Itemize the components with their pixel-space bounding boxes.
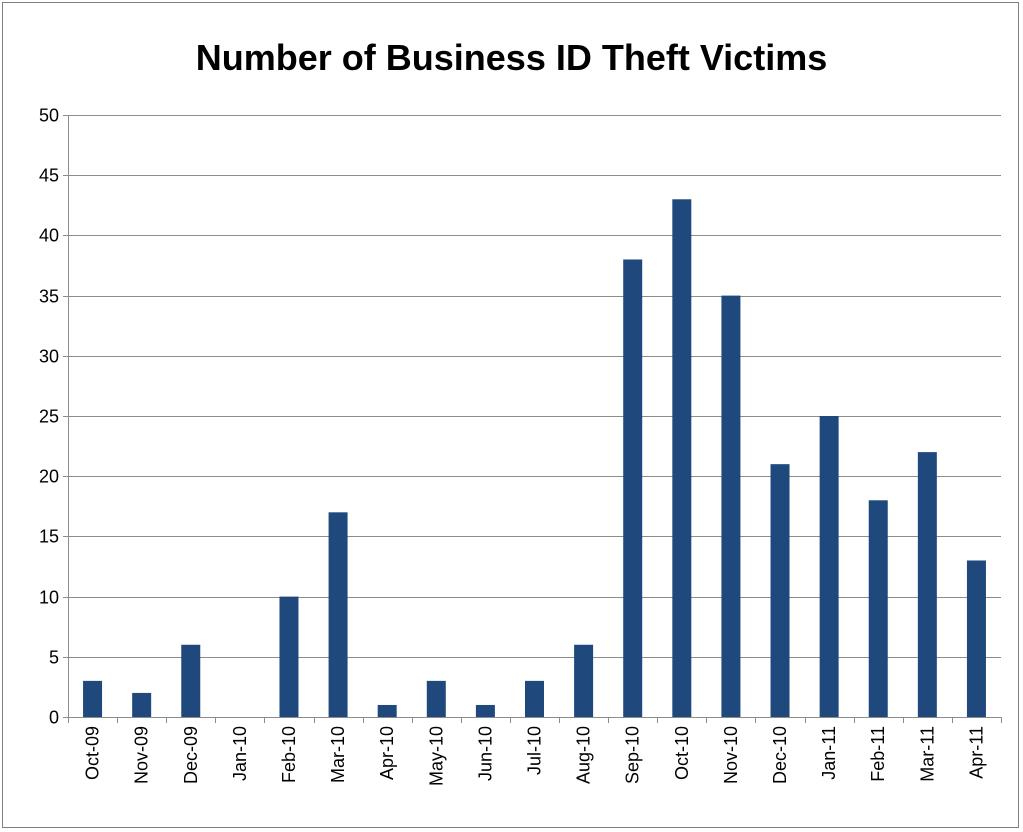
x-tick-label: Dec-09 <box>181 726 201 784</box>
y-tick-label: 35 <box>39 287 59 307</box>
x-tick-label: Oct-09 <box>83 726 103 780</box>
bar-nov-10 <box>721 295 741 717</box>
y-tick-label: 30 <box>39 347 59 367</box>
y-tick-label: 0 <box>49 708 59 728</box>
x-tick-label: Mar-10 <box>328 726 348 783</box>
x-tick-label: Feb-11 <box>868 726 888 782</box>
x-tick-label: Jul-10 <box>525 726 545 775</box>
bar-nov-09 <box>132 692 152 717</box>
x-tick-label: Oct-10 <box>672 726 692 780</box>
bar-oct-10 <box>672 199 692 717</box>
y-tick-label: 25 <box>39 407 59 427</box>
x-tick-label: Feb-10 <box>279 726 299 783</box>
y-tick-label: 40 <box>39 226 59 246</box>
bar-apr-11 <box>966 560 986 717</box>
chart-title: Number of Business ID Theft Victims <box>195 37 828 78</box>
bar-mar-11 <box>917 452 937 717</box>
y-tick-label: 15 <box>39 527 59 547</box>
bar-mar-10 <box>328 512 348 717</box>
bar-dec-09 <box>181 644 201 717</box>
bar-sep-10 <box>623 259 643 717</box>
bar-feb-10 <box>279 596 299 717</box>
x-tick-label: Aug-10 <box>574 726 594 784</box>
x-tick-label: Jan-10 <box>230 726 250 781</box>
bar-apr-10 <box>377 704 397 717</box>
bar-feb-11 <box>868 500 888 717</box>
x-tick-label: Mar-11 <box>917 726 937 782</box>
x-tick-label: Jun-10 <box>475 726 495 781</box>
bar-dec-10 <box>770 464 790 717</box>
y-tick-label: 45 <box>39 166 59 186</box>
x-tick-label: May-10 <box>426 726 446 786</box>
x-tick-label: Jan-11 <box>819 726 839 780</box>
bar-oct-09 <box>83 680 103 717</box>
bar-may-10 <box>426 680 446 717</box>
x-tick-label: Sep-10 <box>623 726 643 784</box>
x-tick-label: Apr-10 <box>377 726 397 780</box>
y-tick-label: 5 <box>49 648 59 668</box>
bar-jan-11 <box>819 416 839 717</box>
bar-jul-10 <box>525 680 544 717</box>
y-tick-label: 20 <box>39 467 59 487</box>
y-tick-label: 10 <box>39 588 59 608</box>
x-tick-label: Nov-10 <box>721 726 741 784</box>
x-tick-label: Dec-10 <box>770 726 790 784</box>
bar-aug-10 <box>574 644 594 717</box>
x-tick-label: Apr-11 <box>966 726 986 779</box>
bar-jun-10 <box>475 704 495 717</box>
x-tick-label: Nov-09 <box>132 726 152 784</box>
y-tick-label: 50 <box>39 106 59 126</box>
